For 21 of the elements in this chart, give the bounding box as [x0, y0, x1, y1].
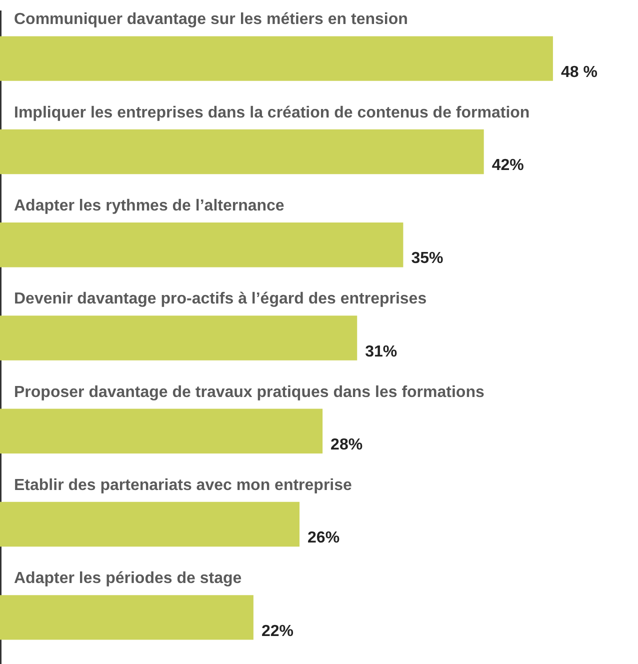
- data-label: 35%: [411, 250, 444, 268]
- y-tick-label: Communiquer davantage sur les métiers en tension: [14, 11, 408, 28]
- data-label: 48 %: [560, 64, 598, 81]
- y-tick-label: Devenir davantage pro-actifs à l’égard des entreprises: [14, 290, 427, 308]
- bar: [0, 502, 300, 547]
- data-label: 26%: [308, 530, 340, 547]
- y-tick-label: Impliquer les entreprises dans la création de contenus de formation: [14, 104, 530, 122]
- bar: [0, 36, 553, 81]
- bar: [0, 316, 358, 360]
- y-tick-label: Adapter les périodes de stage: [14, 570, 242, 588]
- bar: [0, 408, 323, 454]
- data-label: 31%: [365, 343, 398, 360]
- y-tick-label: Etablir des partenariats avec mon entreprise: [14, 476, 352, 494]
- bar: [0, 222, 404, 268]
- data-label: 22%: [261, 622, 294, 640]
- data-label: 42%: [492, 157, 524, 174]
- y-tick-label: Adapter les rythmes de l’alternance: [14, 198, 284, 215]
- bar: [0, 129, 484, 174]
- bar: [0, 595, 254, 640]
- y-tick-label: Proposer davantage de travaux pratiques dans les formations: [14, 384, 484, 401]
- data-label: 28%: [330, 436, 363, 454]
